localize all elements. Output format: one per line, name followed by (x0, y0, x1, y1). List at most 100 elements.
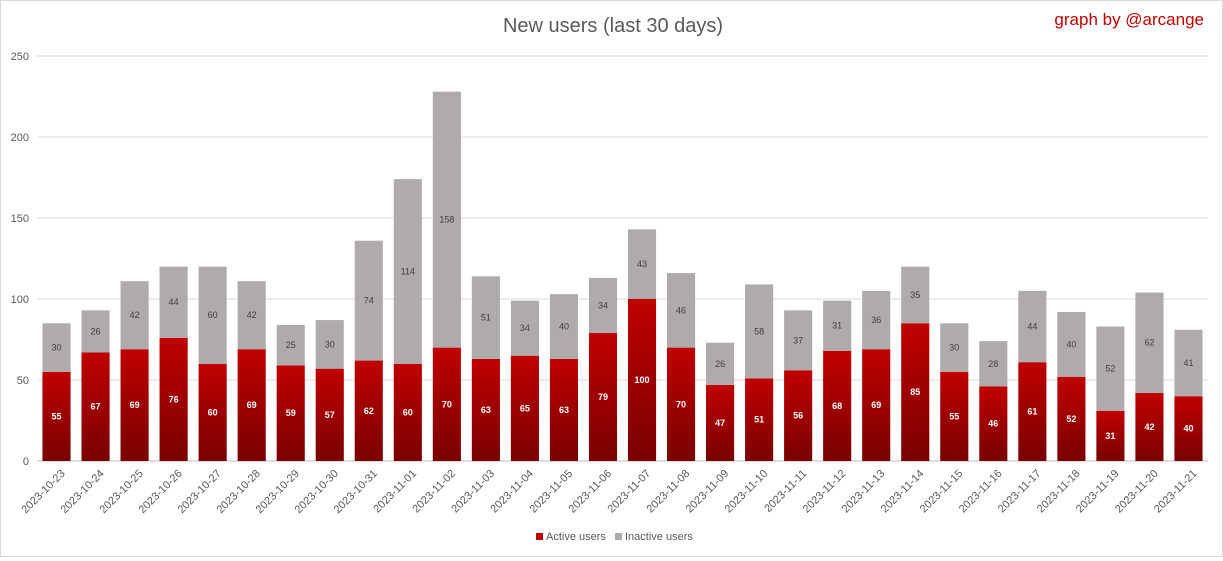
data-label-active: 70 (676, 399, 686, 409)
bar-inactive-users (354, 240, 383, 361)
bar-inactive-users (1096, 326, 1125, 411)
bar-active-users (979, 386, 1008, 461)
bar-inactive-users (393, 179, 422, 364)
data-label-active: 76 (169, 394, 179, 404)
y-tick-label: 150 (11, 213, 29, 225)
bar-inactive-users (1057, 311, 1086, 377)
bar-active-users (1174, 396, 1203, 461)
chart-credit: graph by @arcange (1054, 10, 1204, 29)
bar-active-users (198, 363, 227, 461)
data-label-inactive: 37 (793, 335, 803, 345)
bar-inactive-users (627, 229, 657, 299)
y-tick-label: 50 (17, 375, 29, 387)
data-label-inactive: 26 (91, 326, 101, 336)
data-label-inactive: 25 (286, 340, 296, 350)
bar-inactive-users (979, 341, 1008, 387)
data-label-active: 70 (442, 399, 452, 409)
bar-active-users (901, 323, 930, 461)
y-tick-label: 200 (11, 132, 29, 144)
bar-active-users (1096, 410, 1125, 461)
legend: Active users Inactive users (536, 531, 693, 543)
data-label-inactive: 30 (325, 339, 335, 349)
data-label-active: 31 (1105, 431, 1115, 441)
data-label-inactive: 44 (169, 297, 179, 307)
data-label-active: 47 (715, 418, 725, 428)
bar-active-users (393, 363, 422, 461)
data-label-inactive: 30 (949, 343, 959, 353)
bar-inactive-users (862, 290, 891, 350)
bar-inactive-users (745, 284, 774, 379)
data-label-inactive: 26 (715, 359, 725, 369)
bar-inactive-users (42, 323, 71, 372)
data-label-inactive: 43 (637, 259, 647, 269)
data-label-inactive: 40 (1066, 339, 1076, 349)
data-label-active: 79 (598, 392, 608, 402)
data-label-inactive: 62 (1144, 338, 1154, 348)
legend-swatch (615, 533, 622, 540)
y-tick-label: 0 (23, 456, 29, 468)
data-label-active: 69 (247, 400, 257, 410)
bar-active-users (237, 349, 266, 461)
data-label-inactive: 31 (832, 321, 842, 331)
bar-active-users (81, 352, 110, 461)
y-axis: 0 50 100 150 200 250 (11, 51, 29, 468)
bar-inactive-users (706, 342, 735, 385)
data-label-inactive: 60 (208, 310, 218, 320)
data-label-active: 67 (91, 402, 101, 412)
bar-active-users (1018, 362, 1047, 461)
bar-inactive-users (81, 310, 110, 353)
data-label-active: 60 (208, 407, 218, 417)
bar-active-users (354, 360, 383, 461)
bar-inactive-users (1018, 290, 1047, 363)
data-label-active: 52 (1066, 414, 1076, 424)
bar-inactive-users (120, 281, 149, 350)
data-label-inactive: 42 (130, 310, 140, 320)
data-label-active: 61 (1027, 407, 1037, 417)
data-label-active: 60 (403, 407, 413, 417)
data-label-inactive: 36 (871, 315, 881, 325)
data-label-active: 100 (635, 375, 650, 385)
bar-active-users (1057, 376, 1086, 461)
bar-inactive-users (198, 266, 227, 364)
bar-active-users (745, 378, 774, 461)
data-label-active: 46 (988, 419, 998, 429)
data-label-active: 85 (910, 387, 920, 397)
data-label-inactive: 40 (559, 322, 569, 332)
data-label-inactive: 30 (52, 343, 62, 353)
gridlines (37, 55, 1208, 462)
bar-inactive-users (549, 294, 579, 359)
data-label-inactive: 74 (364, 296, 374, 306)
data-label-active: 42 (1144, 422, 1154, 432)
bar-inactive-users (237, 281, 266, 350)
bar-inactive-users (1135, 292, 1164, 393)
data-label-inactive: 114 (401, 266, 415, 276)
data-label-inactive: 51 (481, 313, 491, 323)
data-label-active: 69 (130, 400, 140, 410)
data-label-active: 68 (832, 401, 842, 411)
bar-inactive-users (823, 300, 852, 351)
data-label-active: 69 (871, 400, 881, 410)
bar-active-users (432, 347, 461, 461)
legend-label: Active users (546, 531, 606, 543)
bar-inactive-users (276, 324, 305, 366)
data-label-active: 63 (559, 405, 569, 415)
bar-active-users (940, 371, 969, 461)
bar-inactive-users (471, 276, 500, 359)
bar-inactive-users (784, 310, 813, 371)
data-label-active: 40 (1183, 424, 1193, 434)
bar-inactive-users (588, 277, 618, 334)
data-label-inactive: 28 (988, 359, 998, 369)
data-label-inactive: 46 (676, 305, 686, 315)
bar-inactive-users (510, 300, 539, 356)
data-label-active: 55 (52, 411, 62, 421)
bar-inactive-users (432, 91, 461, 348)
legend-label: Inactive users (625, 531, 693, 543)
bar-inactive-users (1174, 329, 1203, 397)
bar-active-users (276, 365, 305, 461)
x-axis: 2023-10-232023-10-242023-10-252023-10-26… (19, 468, 1199, 516)
data-label-active: 63 (481, 405, 491, 415)
bar-active-users (666, 347, 696, 461)
bar-active-users (627, 299, 657, 461)
